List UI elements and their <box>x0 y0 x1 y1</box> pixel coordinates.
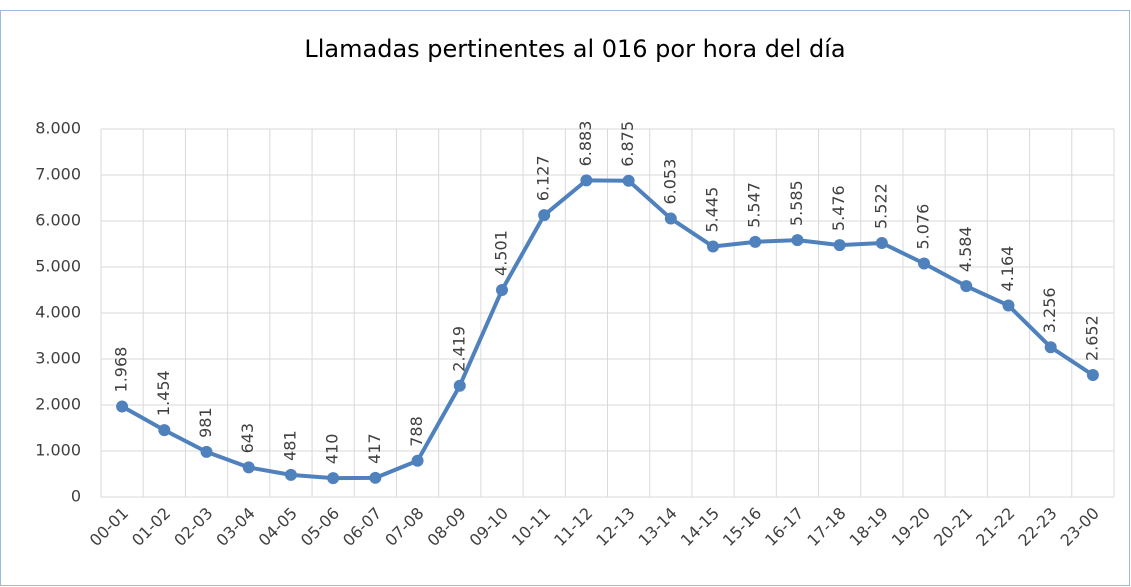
marker <box>116 400 129 413</box>
y-tick-label: 6.000 <box>35 211 81 230</box>
data-label: 6.883 <box>576 121 595 167</box>
marker <box>538 209 551 222</box>
marker <box>1044 341 1057 354</box>
marker <box>749 235 762 248</box>
marker <box>327 472 340 485</box>
y-tick-label: 5.000 <box>35 257 81 276</box>
marker <box>200 445 213 458</box>
data-label: 4.164 <box>998 246 1017 292</box>
data-label: 5.476 <box>829 185 848 231</box>
marker <box>242 461 255 474</box>
data-label: 5.585 <box>787 180 806 226</box>
y-tick-label: 2.000 <box>35 395 81 414</box>
marker <box>875 236 888 249</box>
data-label: 4.501 <box>491 230 510 276</box>
data-label: 6.127 <box>534 155 553 201</box>
marker <box>960 280 973 293</box>
marker <box>918 257 931 270</box>
marker <box>411 454 424 467</box>
marker <box>791 234 804 247</box>
data-label: 2.652 <box>1082 315 1101 361</box>
data-label: 6.053 <box>660 159 679 205</box>
y-tick-label: 4.000 <box>35 303 81 322</box>
chart-title: Llamadas pertinentes al 016 por hora del… <box>304 35 845 63</box>
line <box>121 178 1094 481</box>
data-label: 643 <box>238 423 257 454</box>
data-label: 5.547 <box>745 182 764 228</box>
data-label: 6.875 <box>618 121 637 167</box>
data-label: 481 <box>280 430 299 461</box>
marker <box>284 468 297 481</box>
data-label: 5.522 <box>871 183 890 229</box>
marker <box>580 174 593 187</box>
data-label: 3.256 <box>1040 287 1059 333</box>
marker <box>495 283 508 296</box>
marker <box>707 240 720 253</box>
y-tick-label: 8.000 <box>35 119 81 138</box>
marker <box>622 174 635 187</box>
data-label: 5.076 <box>914 204 933 250</box>
y-tick-label: 3.000 <box>35 349 81 368</box>
marker <box>833 239 846 252</box>
y-tick-label: 0 <box>71 487 81 506</box>
marker <box>1002 299 1015 312</box>
data-label: 788 <box>407 416 426 447</box>
marker <box>369 471 382 484</box>
y-tick-label: 1.000 <box>35 441 81 460</box>
y-tick-label: 7.000 <box>35 165 81 184</box>
marker <box>1086 369 1099 382</box>
data-label: 1.968 <box>112 347 131 393</box>
data-label: 4.584 <box>956 226 975 272</box>
data-label: 2.419 <box>449 326 468 372</box>
data-label: 5.445 <box>703 187 722 233</box>
marker <box>453 379 466 392</box>
data-label: 410 <box>323 434 342 465</box>
data-label: 1.454 <box>154 370 173 416</box>
marker <box>158 424 171 437</box>
data-label: 981 <box>196 407 215 438</box>
data-label: 417 <box>365 433 384 464</box>
marker <box>664 212 677 225</box>
